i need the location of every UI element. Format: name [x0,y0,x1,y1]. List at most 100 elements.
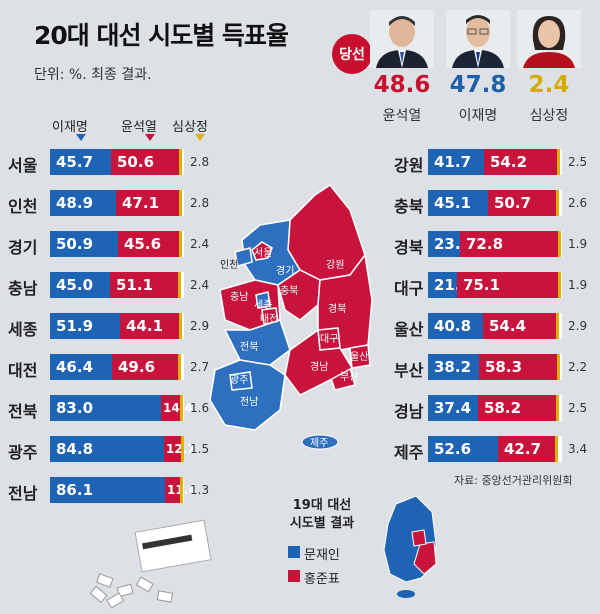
winner-badge: 당선 [332,34,372,74]
bar-lee: 45.0 [50,272,110,298]
bar-sim [180,395,183,421]
candidate-pct-yoon: 48.6 [373,72,431,98]
region-name: 경남 [394,402,424,421]
bar-sim [180,477,183,503]
vote-bar: 37.4 58.2 [428,395,562,421]
sim-pct: 1.3 [190,483,210,497]
map-label-chungnam: 충남 [230,291,248,303]
map-label-busan: 부산 [340,371,358,383]
candidate-name-yoon: 윤석열 [382,108,422,124]
map-label-gyeongnam: 경남 [310,360,328,373]
region-name: 경기 [8,238,38,257]
bar-yoon: 58.2 [478,395,556,421]
map-region-jeju [301,434,339,450]
candidate-name-lee: 이재명 [458,108,498,124]
map-region-incheon [234,247,253,267]
sim-pct: 1.6 [190,401,210,415]
legend-hong-swatch [288,570,300,582]
legend-lee: 이재명 [52,120,88,135]
bar-remainder [182,231,184,257]
sim-pct: 2.6 [568,196,588,210]
legend-moon-swatch [288,546,300,558]
bar-sim [556,313,559,339]
bar-yoon: 42.7 [498,436,555,462]
bar-sim [555,436,558,462]
bar-yoon: 45.6 [118,231,179,257]
bar-remainder [182,149,184,175]
page-title: 20대 대선 시도별 득표율 [34,21,289,50]
bar-lee: 23.8 [428,231,471,257]
region-name: 전남 [8,484,38,503]
map-label-gwangju: 광주 [230,374,248,386]
map-label-sejong: 세종 [254,299,272,311]
bar-sim [557,149,560,175]
region-name: 인천 [8,197,38,216]
bar-yoon: 50.7 [488,190,556,216]
bar-remainder [559,395,562,421]
bar-remainder [181,272,184,298]
unit-note: 단위: %. 최종 결과. [34,67,152,83]
bar-sim [179,231,182,257]
sim-pct: 2.9 [568,319,588,333]
region-name: 서울 [8,156,38,175]
region-name: 제주 [394,443,424,462]
map-region-gwangju [229,371,253,391]
region-name: 경북 [394,238,424,257]
bar-sim [181,436,184,462]
bar-sim [558,231,561,257]
region-name: 충남 [8,279,38,298]
sim-pct: 2.8 [190,155,210,169]
sim-pct: 2.9 [190,319,210,333]
candidate-photo-sim [517,10,581,68]
bar-lee: 50.9 [50,231,118,257]
bar-sim [557,354,560,380]
bar-remainder [182,313,184,339]
bar-yoon: 47.1 [116,190,179,216]
map-label-ulsan: 울산 [350,351,368,363]
prev-election-box: 19대 대선 시도별 결과 문재인 홍준표 [270,488,470,608]
map-region-ulsan [349,344,371,369]
sim-pct: 2.5 [568,401,588,415]
bar-sim [556,395,559,421]
bar-yoon: 75.1 [457,272,558,298]
bar-sim [179,149,182,175]
region-name: 부산 [394,361,424,380]
region-name: 강원 [394,156,424,175]
sim-pct: 2.4 [190,237,210,251]
region-name: 광주 [8,443,38,462]
bar-yoon: 11.4 [165,477,197,503]
source-note: 자료: 중앙선거관리위원회 [454,474,573,487]
sim-pct: 3.4 [568,442,588,456]
candidate-pct-sim: 2.4 [528,72,570,98]
map-label-incheon: 인천 [220,259,238,271]
legend-sim-arrow-icon [195,134,205,141]
map-label-seoul: 서울 [254,247,272,259]
region-name: 전북 [8,402,38,421]
legend-lee-arrow-icon [76,134,86,141]
bar-lee: 40.8 [428,313,483,339]
vote-bar: 84.812.7 [50,436,196,462]
bar-lee: 45.7 [50,149,111,175]
legend-moon: 문재인 [304,548,340,563]
vote-bar: 41.7 54.2 [428,149,562,175]
bar-remainder [558,436,562,462]
bar-lee: 37.4 [428,395,478,421]
bar-sim [556,190,559,216]
legend-yoon: 윤석열 [121,120,157,135]
bar-yoon: 50.6 [111,149,179,175]
prev-election-subtitle: 시도별 결과 [289,516,355,531]
bar-lee: 52.6 [428,436,498,462]
bar-yoon: 58.3 [479,354,557,380]
region-name: 울산 [394,320,424,339]
sim-pct: 2.8 [190,196,210,210]
vote-bar: 45.1 50.7 [428,190,562,216]
bar-remainder [182,190,184,216]
bar-sim [178,272,181,298]
bar-lee: 38.2 [428,354,479,380]
vote-bar: 40.8 54.4 [428,313,562,339]
prev-election-map [383,495,437,598]
region-name: 세종 [8,320,38,339]
bar-lee: 45.1 [428,190,488,216]
candidate-photo-yoon [370,10,434,68]
vote-bar: 48.9 47.1 [50,190,184,216]
